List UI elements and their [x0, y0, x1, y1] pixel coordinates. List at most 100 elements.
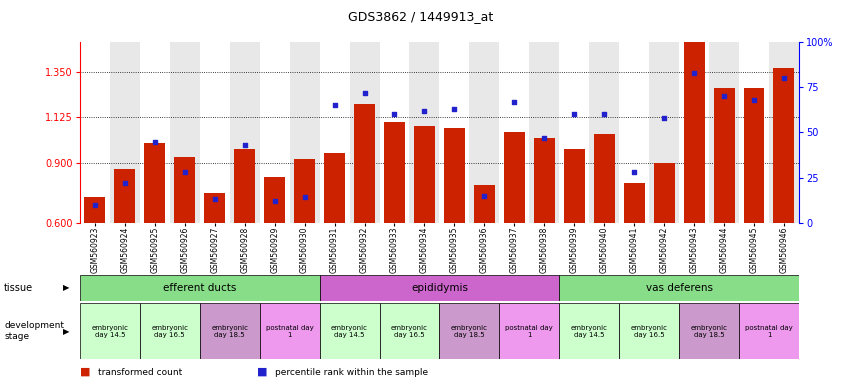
Bar: [379, 303, 439, 359]
Point: [88, 202, 102, 208]
Text: ■: ■: [80, 367, 90, 377]
Bar: [739, 303, 799, 359]
Bar: [439, 42, 469, 223]
Point: [388, 111, 401, 118]
Bar: [80, 303, 140, 359]
Bar: [260, 303, 320, 359]
Bar: [653, 162, 674, 223]
Bar: [649, 42, 679, 223]
Text: embryonic
day 18.5: embryonic day 18.5: [451, 325, 488, 338]
Bar: [114, 169, 135, 223]
Point: [357, 90, 371, 96]
Bar: [439, 303, 500, 359]
Bar: [619, 42, 649, 223]
Text: embryonic
day 18.5: embryonic day 18.5: [690, 325, 727, 338]
Bar: [679, 42, 709, 223]
Bar: [170, 42, 199, 223]
Point: [148, 139, 161, 145]
Point: [328, 103, 341, 109]
Bar: [563, 149, 584, 223]
Bar: [590, 42, 619, 223]
Bar: [739, 42, 769, 223]
Bar: [619, 303, 679, 359]
Bar: [204, 193, 225, 223]
Bar: [80, 42, 110, 223]
Bar: [260, 42, 289, 223]
Bar: [320, 275, 559, 301]
Point: [658, 115, 671, 121]
Bar: [679, 303, 739, 359]
Point: [597, 111, 611, 118]
Text: GDS3862 / 1449913_at: GDS3862 / 1449913_at: [348, 10, 493, 23]
Text: percentile rank within the sample: percentile rank within the sample: [275, 368, 428, 377]
Bar: [140, 42, 170, 223]
Point: [687, 70, 701, 76]
Bar: [199, 42, 230, 223]
Text: embryonic
day 16.5: embryonic day 16.5: [391, 325, 428, 338]
Text: postnatal day
1: postnatal day 1: [505, 325, 553, 338]
Bar: [559, 275, 799, 301]
Bar: [410, 42, 439, 223]
Point: [627, 169, 641, 175]
Text: embryonic
day 16.5: embryonic day 16.5: [631, 325, 668, 338]
Point: [298, 194, 311, 200]
Text: ▶: ▶: [63, 283, 70, 293]
Bar: [320, 42, 350, 223]
Bar: [624, 183, 645, 223]
Point: [537, 135, 551, 141]
Text: ▶: ▶: [63, 327, 70, 336]
Text: ■: ■: [257, 367, 267, 377]
Bar: [140, 303, 199, 359]
Bar: [769, 42, 799, 223]
Text: postnatal day
1: postnatal day 1: [745, 325, 793, 338]
Bar: [294, 159, 315, 223]
Text: embryonic
day 14.5: embryonic day 14.5: [571, 325, 608, 338]
Point: [777, 75, 791, 81]
Bar: [289, 42, 320, 223]
Bar: [230, 42, 260, 223]
Bar: [384, 122, 405, 223]
Bar: [500, 303, 559, 359]
Text: epididymis: epididymis: [411, 283, 468, 293]
Bar: [414, 126, 435, 223]
Bar: [559, 303, 619, 359]
Bar: [234, 149, 255, 223]
Bar: [473, 185, 495, 223]
Bar: [199, 303, 260, 359]
Bar: [110, 42, 140, 223]
Bar: [174, 157, 195, 223]
Point: [748, 97, 761, 103]
Bar: [444, 129, 465, 223]
Bar: [469, 42, 500, 223]
Text: tissue: tissue: [4, 283, 34, 293]
Bar: [504, 132, 525, 223]
Text: embryonic
day 14.5: embryonic day 14.5: [92, 325, 129, 338]
Point: [178, 169, 192, 175]
Point: [568, 111, 581, 118]
Bar: [594, 134, 615, 223]
Text: postnatal day
1: postnatal day 1: [266, 325, 314, 338]
Bar: [84, 197, 105, 223]
Point: [418, 108, 431, 114]
Bar: [774, 68, 795, 223]
Bar: [684, 42, 705, 223]
Point: [268, 198, 282, 204]
Point: [208, 196, 221, 202]
Bar: [534, 139, 555, 223]
Text: embryonic
day 16.5: embryonic day 16.5: [151, 325, 188, 338]
Bar: [559, 42, 590, 223]
Bar: [709, 42, 739, 223]
Bar: [264, 177, 285, 223]
Text: development
stage: development stage: [4, 321, 64, 341]
Text: vas deferens: vas deferens: [646, 283, 712, 293]
Point: [478, 193, 491, 199]
Bar: [80, 275, 320, 301]
Bar: [350, 42, 379, 223]
Bar: [500, 42, 529, 223]
Point: [238, 142, 251, 148]
Point: [118, 180, 131, 186]
Bar: [354, 104, 375, 223]
Bar: [324, 152, 345, 223]
Bar: [743, 88, 764, 223]
Point: [508, 99, 521, 105]
